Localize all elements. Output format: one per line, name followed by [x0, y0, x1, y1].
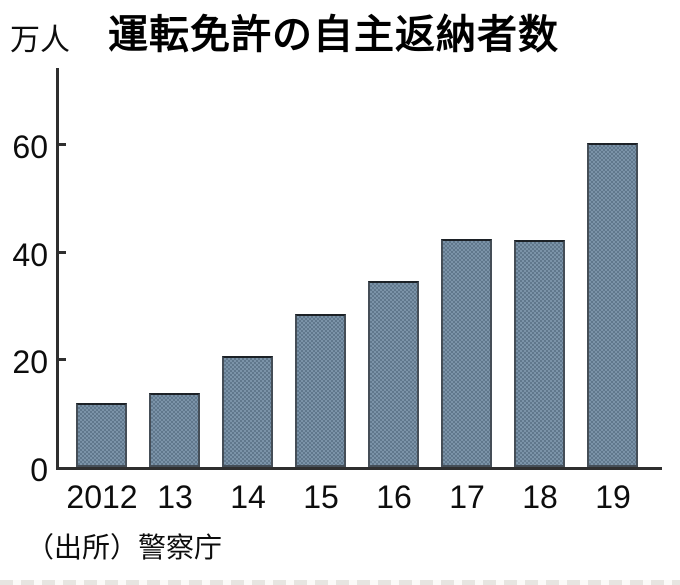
y-axis-tick-mark — [59, 358, 66, 361]
bar-15 — [295, 314, 346, 467]
y-axis-tick-mark — [59, 143, 66, 146]
y-axis-tick-mark — [59, 251, 66, 254]
y-tick-label-20: 20 — [12, 344, 48, 380]
bar-17 — [441, 239, 492, 467]
bar-13 — [149, 393, 200, 467]
source-caption: （出所）警察庁 — [26, 532, 223, 563]
y-axis-unit-label: 万人 — [10, 24, 70, 57]
bar-14 — [222, 356, 273, 467]
y-tick-label-40: 40 — [12, 237, 48, 273]
x-tick-label-18: 18 — [522, 479, 558, 515]
bar-19 — [587, 143, 638, 467]
x-tick-label-13: 13 — [157, 479, 193, 515]
x-tick-label-14: 14 — [230, 479, 266, 515]
y-tick-label-0: 0 — [30, 452, 48, 488]
bar-16 — [368, 281, 419, 467]
x-tick-label-19: 19 — [595, 479, 631, 515]
x-tick-label-17: 17 — [449, 479, 485, 515]
bar-2012 — [76, 403, 127, 467]
bar-18 — [514, 240, 565, 467]
plot-area — [56, 68, 662, 470]
bottom-texture-strip — [0, 580, 680, 585]
y-tick-label-60: 60 — [12, 129, 48, 165]
x-tick-label-15: 15 — [303, 479, 339, 515]
x-tick-label-2012: 2012 — [66, 479, 138, 515]
chart-title: 運転免許の自主返納者数 — [108, 13, 559, 57]
x-tick-label-16: 16 — [376, 479, 412, 515]
